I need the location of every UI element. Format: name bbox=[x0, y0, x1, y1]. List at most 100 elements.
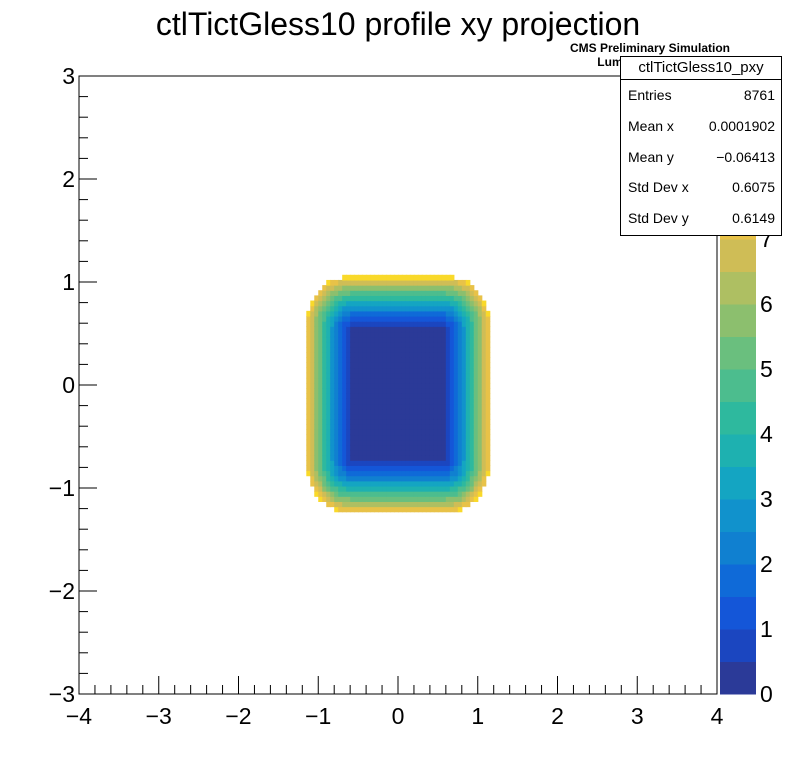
heatmap-cell bbox=[350, 377, 355, 384]
heatmap-cell bbox=[330, 382, 335, 389]
heatmap-cell bbox=[401, 295, 407, 302]
heatmap-cell bbox=[405, 305, 411, 312]
heatmap-cell bbox=[382, 460, 387, 466]
heatmap-cell bbox=[394, 274, 399, 281]
heatmap-cell bbox=[401, 393, 407, 399]
heatmap-cell bbox=[318, 480, 323, 487]
heatmap-cell bbox=[378, 305, 383, 312]
heatmap-cell bbox=[318, 300, 323, 307]
heatmap-cell bbox=[413, 336, 419, 343]
heatmap-cell bbox=[469, 408, 475, 415]
heatmap-cell bbox=[469, 449, 475, 456]
heatmap-cell bbox=[306, 470, 311, 477]
heatmap-cell bbox=[441, 274, 447, 281]
heatmap-cell bbox=[453, 470, 459, 477]
heatmap-cell bbox=[346, 274, 351, 281]
heatmap-cell bbox=[405, 480, 411, 487]
heatmap-cell bbox=[425, 341, 431, 348]
heatmap-cell bbox=[453, 444, 459, 451]
heatmap-cell bbox=[398, 424, 403, 430]
heatmap-cell bbox=[477, 429, 483, 436]
heatmap-cell bbox=[318, 403, 323, 410]
heatmap-cell bbox=[322, 439, 327, 446]
heatmap-cell bbox=[350, 274, 355, 281]
heatmap-cell bbox=[334, 449, 339, 456]
heatmap-cell bbox=[382, 326, 387, 333]
heatmap-cell bbox=[417, 326, 423, 333]
heatmap-cell bbox=[457, 382, 463, 389]
heatmap-cell bbox=[326, 491, 331, 497]
heatmap-cell bbox=[409, 346, 415, 353]
heatmap-cell bbox=[322, 424, 327, 430]
heatmap-cell bbox=[358, 382, 363, 389]
heatmap-cell bbox=[338, 367, 343, 374]
heatmap-cell bbox=[413, 491, 419, 497]
heatmap-cell bbox=[461, 429, 467, 436]
heatmap-cell bbox=[477, 305, 483, 312]
heatmap-cell bbox=[386, 506, 391, 513]
heatmap-cell bbox=[465, 357, 471, 363]
heatmap-cell bbox=[398, 485, 403, 492]
heatmap-cell bbox=[461, 305, 467, 312]
heatmap-cell bbox=[382, 285, 387, 291]
heatmap-cell bbox=[366, 506, 371, 513]
heatmap-cell bbox=[310, 362, 315, 369]
heatmap-cell bbox=[370, 501, 375, 508]
heatmap-cell bbox=[350, 372, 355, 379]
stats-value: 0.6149 bbox=[732, 210, 775, 227]
heatmap-cell bbox=[370, 305, 375, 312]
heatmap-cell bbox=[409, 393, 415, 399]
heatmap-cell bbox=[310, 382, 315, 389]
heatmap-cell bbox=[322, 398, 327, 405]
heatmap-cell bbox=[421, 455, 427, 461]
heatmap-cell bbox=[445, 388, 451, 394]
heatmap-cell bbox=[465, 295, 471, 302]
heatmap-cell bbox=[374, 377, 379, 384]
heatmap-cell bbox=[441, 321, 447, 327]
heatmap-cell bbox=[481, 377, 487, 384]
heatmap-cell bbox=[398, 418, 403, 425]
heatmap-cell bbox=[338, 434, 343, 441]
heatmap-cell bbox=[437, 300, 443, 307]
heatmap-cell bbox=[421, 398, 427, 405]
heatmap-cell bbox=[378, 491, 383, 497]
heatmap-cell bbox=[358, 321, 363, 327]
heatmap-cell bbox=[330, 480, 335, 487]
heatmap-cell bbox=[346, 496, 351, 502]
heatmap-cell bbox=[405, 362, 411, 369]
heatmap-cell bbox=[310, 444, 315, 451]
heatmap-cell bbox=[401, 300, 407, 307]
heatmap-cell bbox=[370, 491, 375, 497]
heatmap-cell bbox=[366, 341, 371, 348]
heatmap-cell bbox=[433, 377, 439, 384]
z-tick-label: 3 bbox=[760, 486, 773, 512]
heatmap-cell bbox=[437, 315, 443, 322]
heatmap-cell bbox=[378, 352, 383, 358]
heatmap-cell bbox=[370, 480, 375, 487]
heatmap-cell bbox=[473, 377, 479, 384]
heatmap-cell bbox=[390, 485, 395, 492]
heatmap-cell bbox=[461, 485, 467, 492]
heatmap-cell bbox=[334, 506, 339, 513]
heatmap-cell bbox=[441, 460, 447, 466]
heatmap-cell bbox=[485, 310, 491, 317]
heatmap-cell bbox=[409, 372, 415, 379]
heatmap-cell bbox=[306, 346, 311, 353]
heatmap-cell bbox=[477, 444, 483, 451]
heatmap-cell bbox=[362, 290, 367, 296]
heatmap-cell bbox=[421, 321, 427, 327]
heatmap-cell bbox=[374, 475, 379, 482]
heatmap-cell bbox=[306, 413, 311, 420]
heatmap-cell bbox=[398, 393, 403, 399]
heatmap-cell bbox=[306, 372, 311, 379]
heatmap-cell bbox=[310, 305, 315, 312]
heatmap-cell bbox=[310, 341, 315, 348]
heatmap-cell bbox=[405, 418, 411, 425]
heatmap-cell bbox=[350, 336, 355, 343]
heatmap-cell bbox=[473, 491, 479, 497]
heatmap-cell bbox=[409, 341, 415, 348]
heatmap-cell bbox=[433, 501, 439, 508]
heatmap-cell bbox=[350, 480, 355, 487]
z-tick-label: 1 bbox=[760, 616, 773, 642]
heatmap-cell bbox=[441, 310, 447, 317]
